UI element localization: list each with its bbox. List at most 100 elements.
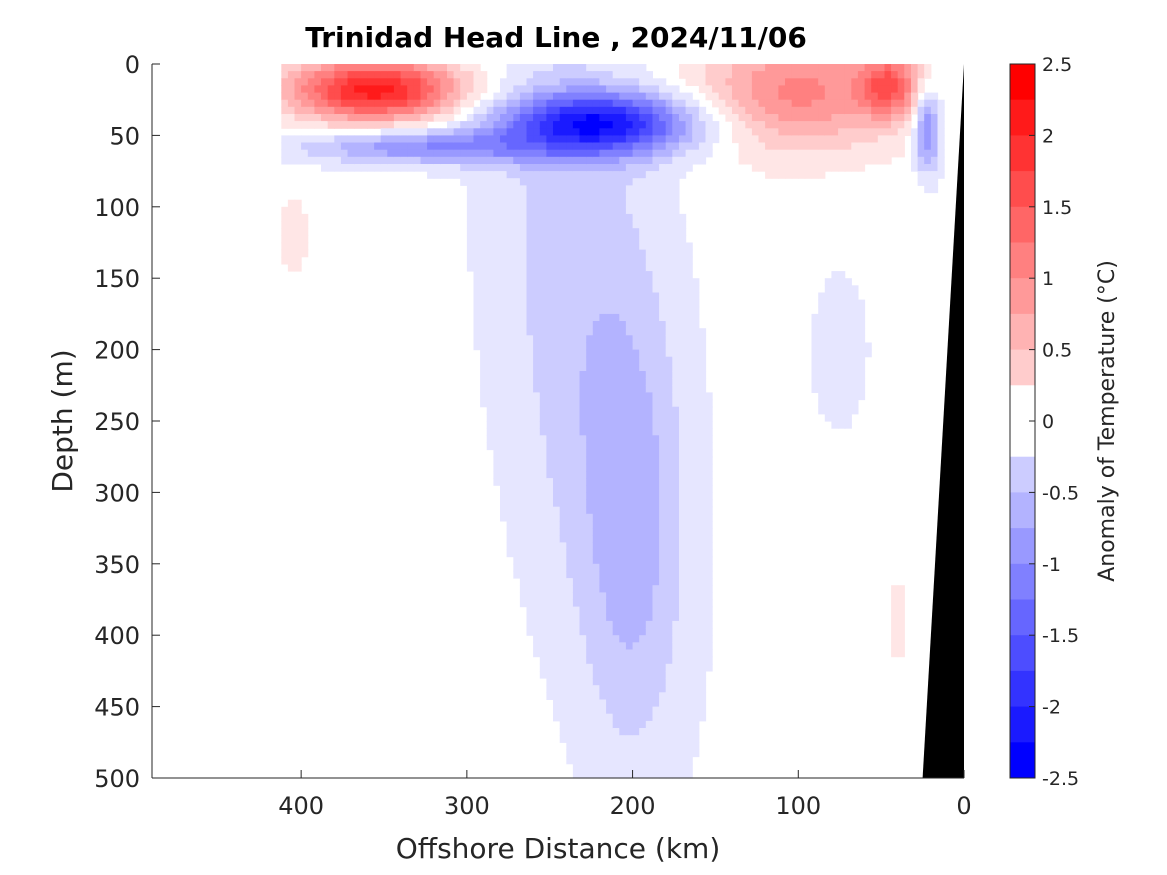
- anomaly-cell: [698, 428, 707, 436]
- anomaly-cell: [698, 585, 707, 593]
- anomaly-cell: [539, 199, 547, 208]
- anomaly-cell: [393, 85, 402, 94]
- anomaly-cell: [751, 114, 760, 122]
- anomaly-cell: [831, 321, 839, 329]
- anomaly-cell: [606, 578, 614, 586]
- anomaly-cell: [480, 213, 488, 222]
- anomaly-cell: [804, 171, 813, 179]
- anomaly-cell: [566, 378, 574, 386]
- anomaly-cell: [625, 149, 634, 158]
- anomaly-cell: [672, 428, 680, 436]
- anomaly-cell: [645, 192, 653, 201]
- anomaly-cell: [672, 685, 680, 693]
- anomaly-cell: [645, 556, 653, 565]
- anomaly-cell: [287, 92, 296, 101]
- anomaly-cell: [851, 363, 859, 372]
- anomaly-cell: [506, 92, 514, 101]
- anomaly-cell: [758, 149, 766, 158]
- anomaly-cell: [897, 78, 905, 86]
- anomaly-cell: [652, 149, 660, 158]
- anomaly-cell: [705, 135, 713, 144]
- anomaly-cell: [639, 185, 647, 194]
- anomaly-cell: [639, 335, 647, 343]
- anomaly-cell: [619, 171, 627, 179]
- anomaly-cell: [639, 449, 647, 458]
- anomaly-cell: [685, 542, 693, 551]
- anomaly-cell: [546, 685, 554, 693]
- colorbar-bin: [1010, 563, 1035, 600]
- anomaly-cell: [592, 121, 600, 129]
- anomaly-cell: [685, 371, 693, 379]
- anomaly-cell: [486, 178, 494, 186]
- anomaly-cell: [659, 213, 667, 222]
- anomaly-cell: [619, 64, 627, 72]
- anomaly-cell: [639, 428, 647, 436]
- anomaly-cell: [486, 299, 494, 308]
- anomaly-cell: [705, 649, 713, 658]
- anomaly-cell: [672, 492, 680, 501]
- anomaly-cell: [659, 164, 667, 172]
- anomaly-cell: [659, 635, 667, 643]
- anomaly-cell: [519, 256, 528, 265]
- anomaly-cell: [592, 78, 600, 86]
- anomaly-cell: [606, 313, 614, 322]
- anomaly-cell: [546, 328, 554, 336]
- anomaly-cell: [407, 78, 415, 86]
- anomaly-cell: [553, 128, 561, 136]
- anomaly-cell: [586, 149, 594, 158]
- anomaly-cell: [692, 620, 700, 629]
- anomaly-cell: [506, 506, 514, 515]
- anomaly-cell: [526, 235, 534, 244]
- anomaly-cell: [440, 78, 448, 86]
- anomaly-cell: [771, 64, 779, 72]
- anomaly-cell: [294, 121, 302, 129]
- anomaly-cell: [579, 363, 587, 372]
- anomaly-cell: [844, 292, 852, 301]
- anomaly-cell: [659, 706, 667, 715]
- anomaly-cell: [897, 128, 905, 136]
- anomaly-cell: [586, 435, 594, 443]
- anomaly-cell: [473, 213, 481, 222]
- anomaly-cell: [818, 371, 826, 379]
- anomaly-cell: [599, 570, 607, 579]
- anomaly-cell: [672, 342, 680, 351]
- anomaly-cell: [685, 413, 693, 422]
- anomaly-cell: [672, 421, 680, 429]
- anomaly-cell: [413, 121, 421, 129]
- anomaly-cell: [539, 249, 547, 258]
- anomaly-cell: [652, 378, 660, 386]
- anomaly-cell: [539, 635, 547, 643]
- anomaly-cell: [838, 292, 846, 301]
- anomaly-cell: [533, 313, 541, 322]
- x-axis-title: Offshore Distance (km): [396, 832, 721, 865]
- anomaly-cell: [844, 142, 852, 151]
- anomaly-cell: [519, 363, 528, 372]
- anomaly-cell: [314, 106, 322, 115]
- anomaly-cell: [559, 242, 567, 251]
- anomaly-cell: [606, 249, 614, 258]
- anomaly-cell: [579, 763, 587, 772]
- anomaly-cell: [851, 64, 859, 72]
- anomaly-cell: [645, 435, 653, 443]
- anomaly-cell: [606, 299, 614, 308]
- anomaly-cell: [513, 513, 521, 522]
- anomaly-cell: [652, 549, 660, 558]
- anomaly-cell: [619, 506, 627, 515]
- anomaly-cell: [665, 699, 673, 708]
- anomaly-cell: [340, 156, 349, 165]
- anomaly-cell: [692, 685, 700, 693]
- anomaly-cell: [685, 421, 693, 429]
- anomaly-cell: [506, 542, 514, 551]
- anomaly-cell: [592, 378, 600, 386]
- anomaly-cell: [480, 399, 488, 408]
- anomaly-cell: [579, 678, 587, 686]
- anomaly-cell: [592, 206, 600, 215]
- anomaly-cell: [831, 135, 839, 144]
- anomaly-cell: [612, 606, 620, 615]
- anomaly-cell: [526, 478, 534, 486]
- anomaly-cell: [824, 292, 832, 301]
- anomaly-cell: [625, 392, 634, 401]
- anomaly-cell: [506, 456, 514, 465]
- anomaly-cell: [473, 71, 481, 79]
- anomaly-cell: [625, 164, 634, 172]
